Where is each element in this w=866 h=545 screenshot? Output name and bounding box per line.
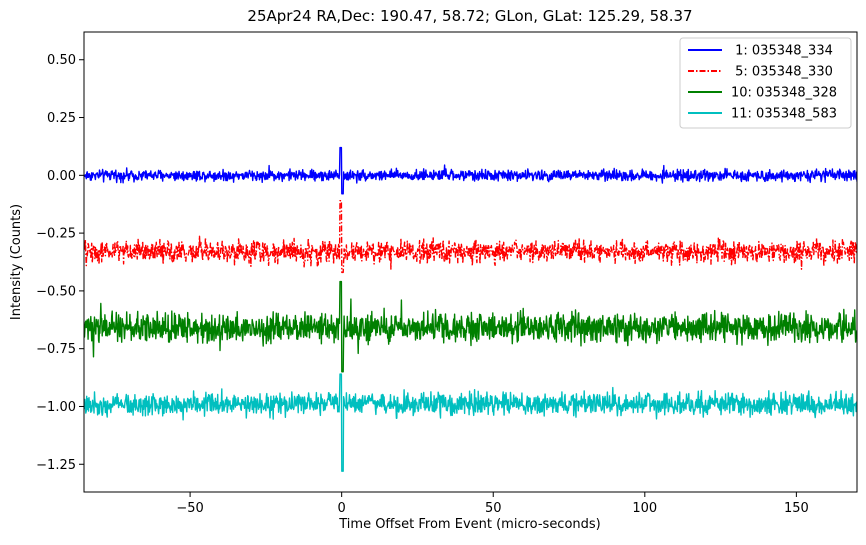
y-axis: 0.50 0.25 0.00 −0.25 −0.50 −0.75 −1.00 −1.25 <box>36 53 84 473</box>
legend-label: 5: 035348_330 <box>731 65 833 80</box>
plot-area-frame <box>83 31 858 493</box>
y-axis-label: Intensity (Counts) <box>9 204 24 320</box>
x-axis-label: Time Offset From Event (micro-seconds) <box>338 517 601 532</box>
x-tick-label: 0 <box>338 501 346 516</box>
series-line <box>84 280 857 373</box>
series-line <box>84 199 857 274</box>
y-tick-label: −0.75 <box>36 342 76 357</box>
y-tick-label: −0.25 <box>36 227 76 242</box>
chart-title: 25Apr24 RA,Dec: 190.47, 58.72; GLon, GLa… <box>247 7 692 25</box>
x-tick-label: 150 <box>784 501 809 516</box>
y-tick-label: 0.00 <box>47 169 76 184</box>
series-layer <box>84 146 857 472</box>
legend: 1: 035348_334 5: 035348_330 10: 035348_32… <box>679 37 852 129</box>
y-tick-label: 0.25 <box>47 111 76 126</box>
legend-label: 1: 035348_334 <box>731 44 833 59</box>
series-line <box>84 373 857 472</box>
y-tick-label: 0.50 <box>47 53 76 68</box>
series-line <box>84 146 857 195</box>
y-tick-label: −1.25 <box>36 458 76 473</box>
y-tick-label: −0.50 <box>36 284 76 299</box>
x-tick-label: 100 <box>632 501 657 516</box>
legend-label: 10: 035348_328 <box>731 86 837 101</box>
x-tick-label: −50 <box>176 501 203 516</box>
legend-box <box>679 37 852 129</box>
y-tick-label: −1.00 <box>36 400 76 415</box>
x-axis: −50 0 50 100 150 <box>176 492 809 516</box>
legend-label: 11: 035348_583 <box>731 107 837 122</box>
x-tick-label: 50 <box>485 501 502 516</box>
